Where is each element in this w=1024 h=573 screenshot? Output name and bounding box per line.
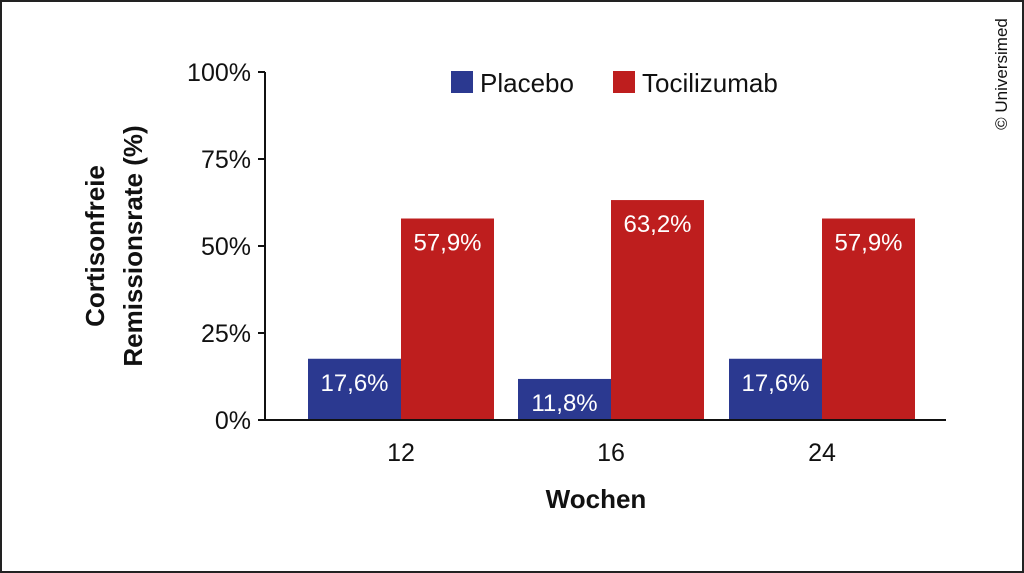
data-label: 57,9% <box>834 230 902 257</box>
x-axis: 12 16 24 <box>265 419 946 467</box>
y-tick-label: 0% <box>215 407 251 435</box>
x-tick-label: 12 <box>387 439 415 467</box>
x-tick-label: 24 <box>808 439 836 467</box>
legend-label: Placebo <box>480 68 574 98</box>
y-tick-label: 75% <box>201 146 251 174</box>
data-label: 57,9% <box>413 230 481 257</box>
y-tick-label: 50% <box>201 233 251 261</box>
data-label: 63,2% <box>623 211 691 238</box>
y-axis: 0% 25% 50% 75% 100% <box>187 59 266 435</box>
y-axis-label-line-2: Remissionsrate (%) <box>118 125 148 366</box>
legend-swatch-tocilizumab <box>613 71 635 93</box>
copyright-notice: © Universimed <box>992 18 1011 130</box>
bar-tocilizumab-24 <box>822 218 915 420</box>
bar-placebo-16 <box>518 378 611 420</box>
legend-label: Tocilizumab <box>642 68 778 98</box>
legend: Placebo Tocilizumab <box>451 68 778 98</box>
y-tick-label: 25% <box>201 320 251 348</box>
bars: 17,6% 57,9% 11,8% 63,2% 17,6% 57,9% <box>308 200 915 420</box>
data-label: 17,6% <box>320 370 388 397</box>
bar-placebo-24 <box>729 358 822 420</box>
bar-tocilizumab-12 <box>401 218 494 420</box>
bar-tocilizumab-16 <box>611 200 704 420</box>
bar-placebo-12 <box>308 358 401 420</box>
legend-swatch-placebo <box>451 71 473 93</box>
data-label: 17,6% <box>741 370 809 397</box>
y-axis-label-line-1: Cortisonfreie <box>80 165 110 327</box>
y-tick-label: 100% <box>187 59 251 87</box>
data-label: 11,8% <box>531 390 597 417</box>
x-tick-label: 16 <box>597 439 625 467</box>
x-axis-label: Wochen <box>546 484 647 514</box>
